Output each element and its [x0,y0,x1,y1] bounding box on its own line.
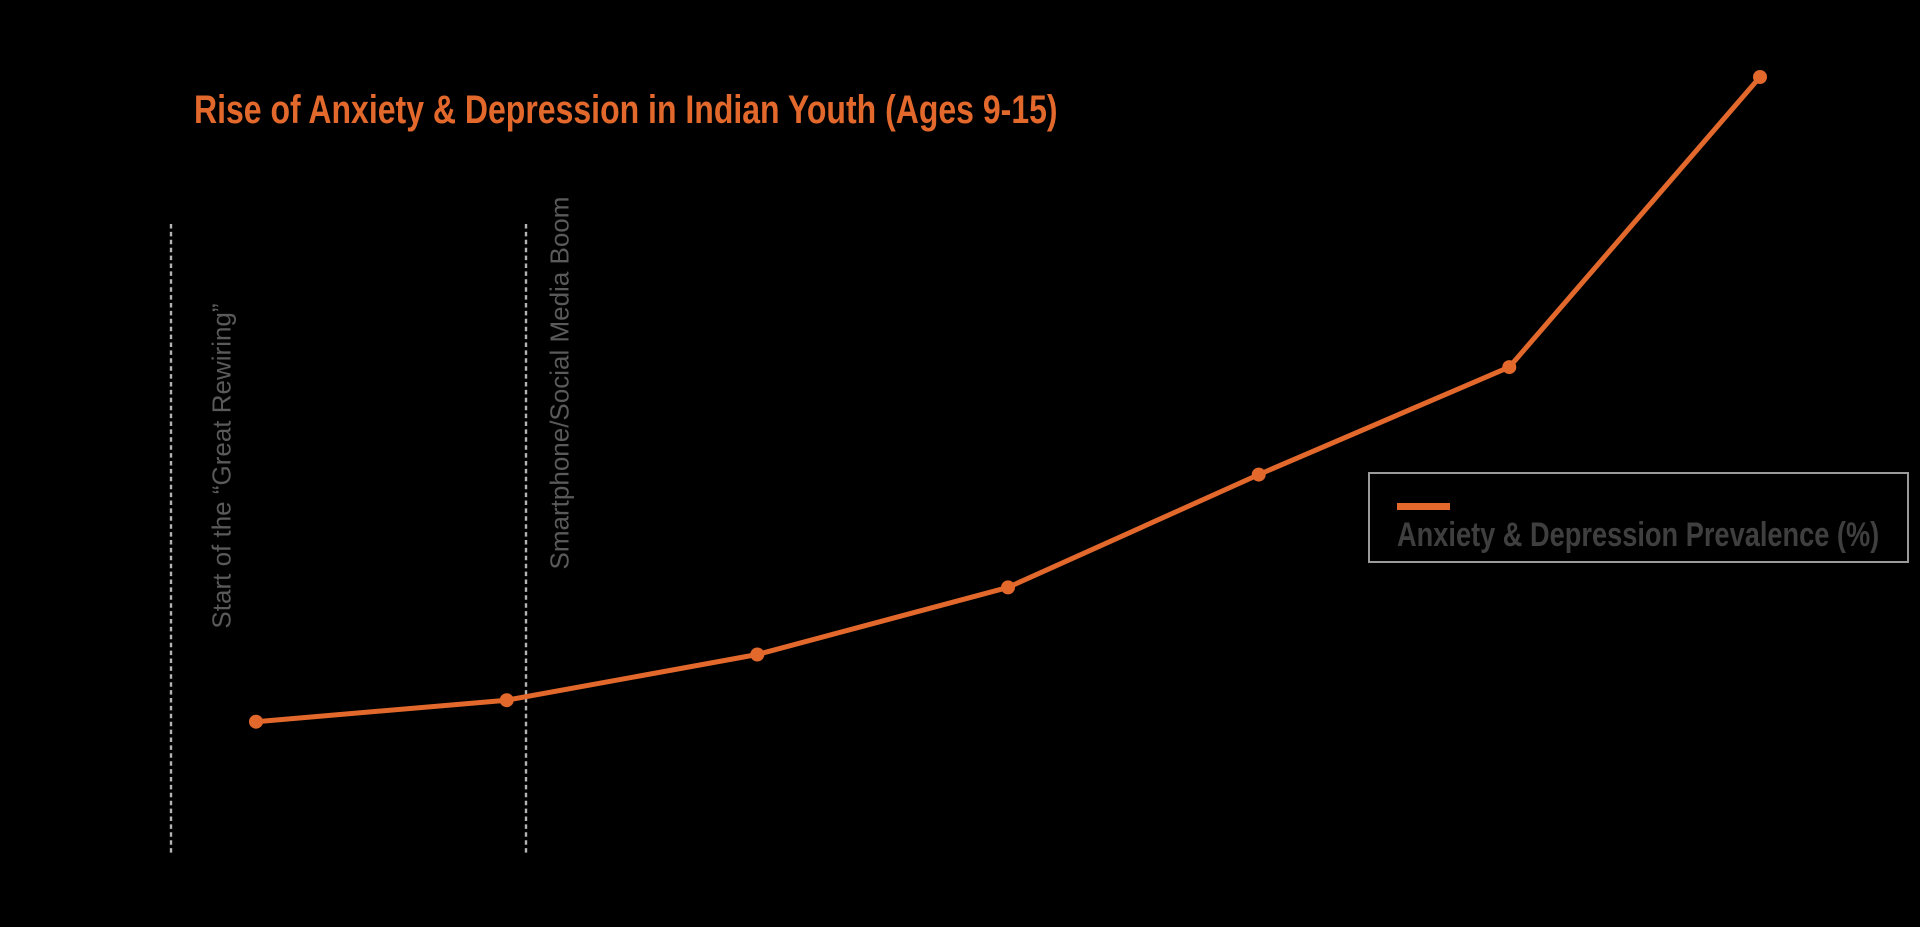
annotation-great-rewiring-label: Start of the “Great Rewiring” [206,303,237,629]
data-point-markers [249,70,1767,729]
prevalence-line-series [253,74,1763,725]
legend: Anxiety & Depression Prevalence (%) [1368,472,1909,563]
chart-title: Rise of Anxiety & Depression in Indian Y… [194,88,1058,132]
data-point-marker [1251,467,1266,482]
data-point-marker [1502,360,1517,375]
data-point-marker [499,693,514,708]
legend-series-label: Anxiety & Depression Prevalence (%) [1397,516,1880,554]
annotation-smartphone-boom-label: Smartphone/Social Media Boom [544,196,575,570]
data-point-marker [750,647,765,662]
legend-line-swatch [1397,503,1450,510]
data-point-marker [249,714,263,729]
data-point-marker [1753,70,1767,84]
data-point-marker [1001,580,1015,595]
